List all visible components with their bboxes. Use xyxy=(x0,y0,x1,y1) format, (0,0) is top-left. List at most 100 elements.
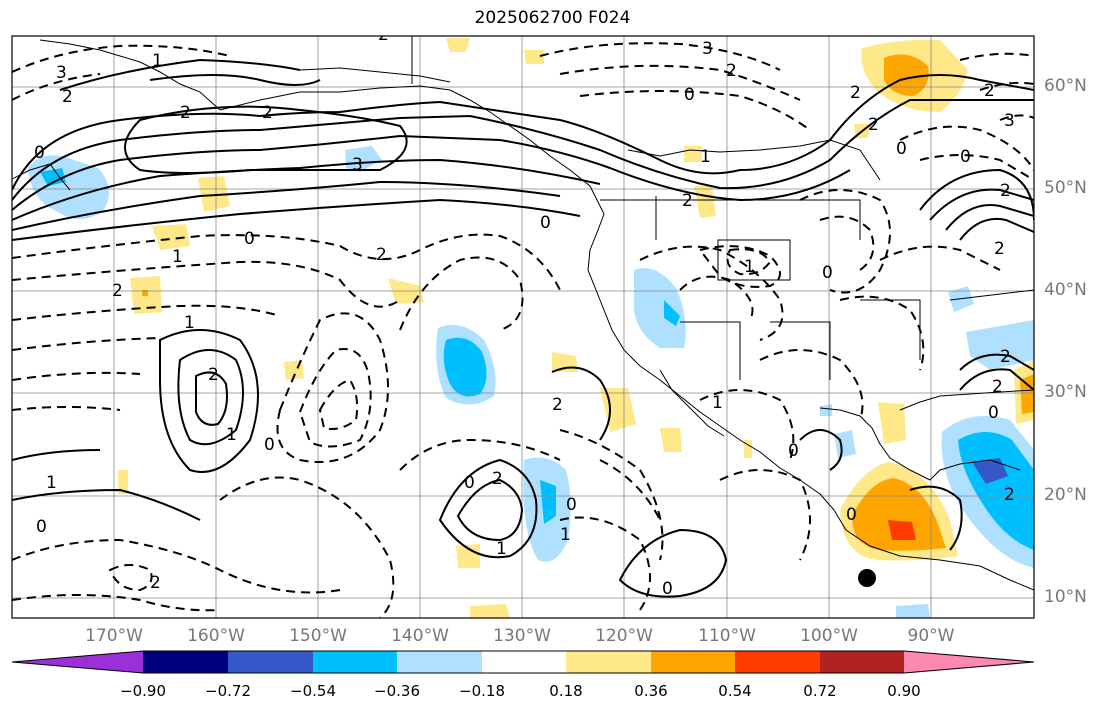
shade-positive xyxy=(744,440,752,458)
colorbar xyxy=(11,650,1035,674)
map-title: 2025062700 F024 xyxy=(474,8,631,28)
colorbar-segment xyxy=(12,651,143,673)
colorbar-tick-label: 0.72 xyxy=(803,682,837,700)
shade-negative xyxy=(820,404,832,416)
colorbar-segment xyxy=(904,651,1034,673)
contour-label: 0 xyxy=(264,435,275,455)
colorbar-tick-label: 0.54 xyxy=(718,682,752,700)
shade-positive xyxy=(446,38,470,52)
shade-positive xyxy=(456,544,480,568)
shade-positive xyxy=(118,470,128,494)
contour-label: 3 xyxy=(1004,111,1015,131)
shade-positive xyxy=(660,428,682,452)
shade-negative xyxy=(345,146,382,172)
contour-label: 1 xyxy=(46,473,57,493)
shade-positive xyxy=(694,186,716,218)
colorbar-segment xyxy=(651,651,735,673)
contour-label: 2 xyxy=(992,377,1003,397)
lat-label: 20°N xyxy=(1044,485,1087,505)
lat-label: 60°N xyxy=(1044,76,1087,96)
colorbar-segment xyxy=(482,651,566,673)
contour-label: 2 xyxy=(552,395,563,415)
contour-label: 2 xyxy=(112,281,123,301)
lon-label: 110°W xyxy=(698,626,756,646)
colorbar-tick-label: −0.36 xyxy=(374,682,420,700)
lat-label: 40°N xyxy=(1044,280,1087,300)
contours-dashed xyxy=(12,42,1034,618)
contour-label: 0 xyxy=(34,143,45,163)
contour-label: 1 xyxy=(226,425,237,445)
contour-label: 0 xyxy=(896,139,907,159)
shade-positive xyxy=(524,50,544,64)
contour-label: 1 xyxy=(712,393,723,413)
coastlines xyxy=(12,36,1034,591)
contour-label: 0 xyxy=(988,403,999,423)
shade-positive xyxy=(470,604,510,618)
contour-label: 1 xyxy=(152,51,163,71)
contour-label: 2 xyxy=(868,115,879,135)
shade-negative xyxy=(540,480,556,524)
contour-label: 3 xyxy=(56,63,67,83)
shade-negative xyxy=(966,320,1034,370)
lon-label: 140°W xyxy=(391,626,449,646)
contour-label: 3 xyxy=(702,39,713,59)
contour-label: 2 xyxy=(682,191,693,211)
contour-label: 2 xyxy=(1004,485,1015,505)
contour-label: 2 xyxy=(1000,181,1011,201)
contour-label: 2 xyxy=(262,103,273,123)
shade-negative xyxy=(664,300,680,326)
contour-label: 2 xyxy=(180,103,191,123)
colorbar-tick-label: 0.18 xyxy=(549,682,583,700)
contour-label: 1 xyxy=(700,147,711,167)
contour-label: 0 xyxy=(684,85,695,105)
colorbar-segment xyxy=(228,651,313,673)
colorbar-tick-label: −0.54 xyxy=(290,682,336,700)
colorbar-tick-label: 0.90 xyxy=(887,682,921,700)
colorbar-outline xyxy=(11,650,1035,674)
contour-label: 2 xyxy=(208,365,219,385)
lon-label: 150°W xyxy=(289,626,347,646)
shade-positive xyxy=(878,402,906,444)
lat-label: 30°N xyxy=(1044,382,1087,402)
colorbar-segment xyxy=(313,651,397,673)
shade-positive xyxy=(152,224,190,250)
contour-label: 0 xyxy=(846,505,857,525)
contour-label: 0 xyxy=(244,229,255,249)
contour-label: 0 xyxy=(960,147,971,167)
colorbar-tick-label: −0.90 xyxy=(120,682,166,700)
colorbar-segment xyxy=(820,651,904,673)
shade-positive xyxy=(888,520,916,540)
contour-label: 2 xyxy=(984,81,995,101)
shade-negative xyxy=(896,604,930,618)
colorbar-segment xyxy=(735,651,820,673)
contour-label: 2 xyxy=(376,245,387,265)
shade-negative xyxy=(633,268,686,348)
shade-negative xyxy=(40,168,66,186)
contour-labels: 3 2 0 2 1 2 3 2 0 2 1 0 3 2 0 2 2 0 2 3 … xyxy=(34,25,1015,599)
lat-label: 10°N xyxy=(1044,587,1087,607)
lon-label: 100°W xyxy=(800,626,858,646)
contour-label: 0 xyxy=(822,263,833,283)
lon-label: 170°W xyxy=(85,626,143,646)
graticule xyxy=(12,36,1034,618)
shade-negative xyxy=(443,337,487,397)
contour-label: 2 xyxy=(1000,347,1011,367)
shade-positive xyxy=(600,388,636,432)
contour-label: 2 xyxy=(994,239,1005,259)
contour-label: 0 xyxy=(566,495,577,515)
shade-positive xyxy=(884,54,929,96)
contour-label: 0 xyxy=(36,517,47,537)
lon-label: 160°W xyxy=(187,626,245,646)
contour-label: 2 xyxy=(378,25,389,45)
contour-label: 2 xyxy=(492,469,503,489)
colorbar-tick-label: −0.72 xyxy=(205,682,251,700)
colorbar-segment xyxy=(143,651,228,673)
contours-solid xyxy=(12,58,1034,598)
shade-positive xyxy=(1020,374,1034,414)
shade-negative xyxy=(834,430,856,458)
contour-label: 2 xyxy=(850,83,861,103)
contour-label: 2 xyxy=(726,61,737,81)
contour-label: 0 xyxy=(662,579,673,599)
contour-label: 1 xyxy=(496,539,507,559)
